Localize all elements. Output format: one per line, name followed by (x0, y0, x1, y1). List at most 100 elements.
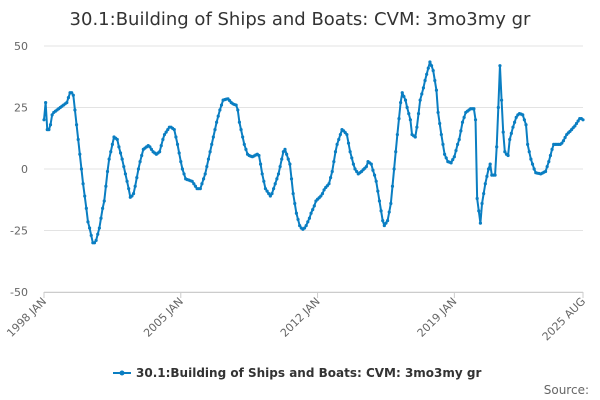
data-point (159, 144, 163, 148)
data-point (547, 160, 551, 164)
data-point (200, 182, 204, 186)
data-point (275, 177, 279, 181)
data-point (513, 120, 517, 124)
data-point (149, 147, 154, 151)
data-point (329, 176, 333, 180)
data-point (444, 156, 448, 160)
chart-title: 30.1:Building of Ships and Boats: CVM: 3… (70, 9, 531, 30)
data-point (83, 194, 87, 198)
data-point (327, 182, 331, 186)
data-point (473, 118, 478, 122)
data-point (439, 132, 443, 137)
data-point (120, 157, 124, 161)
data-point (213, 128, 217, 132)
y-tick-label: 50 (14, 40, 28, 53)
data-point (522, 118, 526, 122)
data-point (237, 120, 242, 124)
data-point (312, 204, 316, 208)
data-point (345, 132, 349, 137)
data-point (138, 160, 142, 164)
data-point (330, 169, 334, 174)
data-point (485, 174, 489, 178)
data-point (451, 158, 455, 162)
data-point (498, 64, 502, 68)
data-point (280, 157, 284, 161)
data-point (273, 182, 277, 186)
data-point (270, 192, 274, 196)
data-point (506, 153, 510, 158)
data-point (105, 169, 110, 174)
data-point (384, 221, 388, 225)
data-point (428, 60, 432, 64)
data-point (429, 64, 434, 68)
data-point (322, 188, 326, 192)
x-tick-label: 2012 JAN (278, 295, 323, 340)
data-point (457, 137, 461, 142)
data-point (110, 142, 114, 146)
data-point (402, 94, 406, 99)
data-point (234, 103, 238, 107)
data-point (278, 164, 282, 169)
data-point (133, 184, 137, 188)
data-point (348, 150, 352, 154)
data-point (177, 151, 181, 155)
data-point (311, 207, 315, 212)
data-point (389, 201, 393, 206)
data-point (164, 130, 168, 134)
data-point (174, 135, 178, 139)
data-point (346, 141, 351, 145)
data-point (459, 129, 463, 133)
data-point (462, 115, 466, 119)
data-point (337, 137, 341, 142)
data-point (257, 153, 261, 158)
data-point (66, 96, 71, 100)
data-point (524, 123, 528, 127)
data-point (563, 135, 567, 140)
data-point (351, 162, 355, 166)
data-point (529, 157, 533, 161)
data-point (543, 169, 548, 174)
data-point (397, 116, 401, 121)
data-point (130, 194, 134, 198)
data-point (172, 128, 176, 132)
data-point (219, 103, 224, 107)
legend-label: 30.1:Building of Ships and Boats: CVM: 3… (136, 366, 481, 380)
data-point (81, 182, 85, 186)
data-point (449, 161, 453, 165)
data-point (319, 194, 323, 198)
data-point (47, 128, 51, 132)
data-point (496, 105, 500, 110)
data-point (415, 125, 419, 129)
data-point (371, 168, 375, 172)
data-point (304, 223, 308, 228)
data-point (162, 132, 167, 137)
data-point (101, 206, 105, 210)
data-point (78, 152, 82, 156)
data-point (501, 130, 505, 134)
data-point (268, 194, 272, 198)
data-point (298, 223, 302, 228)
data-point (241, 135, 245, 139)
data-point (210, 142, 214, 146)
x-tick-label: 2025 AUG (540, 295, 589, 344)
data-point (262, 179, 266, 183)
data-point (376, 189, 380, 193)
legend[interactable]: 30.1:Building of Ships and Boats: CVM: 3… (113, 366, 481, 380)
data-point (581, 118, 585, 122)
data-point (511, 125, 515, 129)
data-point (158, 150, 162, 154)
data-point (495, 145, 499, 149)
source-label: Source: (544, 383, 589, 397)
data-point (265, 189, 269, 193)
data-point (545, 164, 549, 169)
data-point (283, 147, 287, 151)
data-point (550, 147, 554, 151)
data-point (182, 172, 186, 176)
data-point (258, 162, 263, 166)
data-point (508, 137, 512, 142)
data-point (423, 78, 427, 83)
data-point (332, 160, 336, 164)
data-point (296, 217, 300, 222)
data-point (353, 167, 357, 171)
data-point (42, 118, 46, 122)
